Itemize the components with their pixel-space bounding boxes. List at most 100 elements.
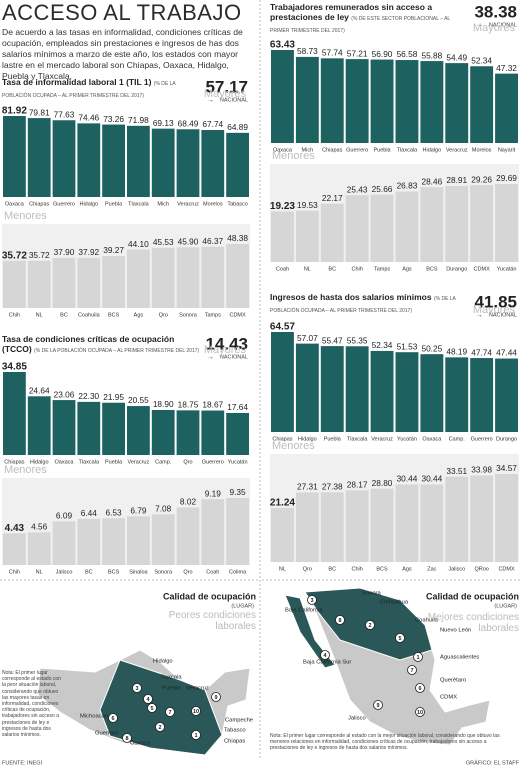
bar (495, 474, 518, 562)
national-value: 57.17 (205, 77, 248, 96)
category-label: Veracruz (446, 147, 468, 153)
bar (420, 187, 444, 262)
bar (127, 125, 150, 197)
category-label: CDMX (474, 266, 491, 272)
rank-badge (191, 730, 201, 740)
value-label: 19.23 (270, 201, 295, 212)
place-label: Puebla (162, 686, 181, 692)
rank-badge (132, 683, 142, 693)
rank-badge (122, 733, 132, 743)
category-label: BC (85, 569, 93, 575)
map-subtitle: (LUGAR) (231, 603, 254, 609)
value-label: 64.89 (227, 122, 248, 132)
category-label: Yucatán (228, 459, 248, 465)
rank-label: 9 (214, 695, 217, 701)
value-label: 8.02 (180, 497, 197, 507)
category-label: BCS (108, 312, 120, 318)
bar (176, 410, 200, 455)
category-label: Camp. (449, 436, 466, 442)
category-label: Qro (183, 459, 192, 465)
category-label: CDMX (229, 312, 246, 318)
value-label: 37.92 (78, 247, 99, 257)
bar (271, 211, 294, 262)
category-label: Chiapas (4, 459, 24, 465)
source: FUENTE: INEGI (2, 760, 43, 766)
category-label: Puebla (324, 436, 342, 442)
bar (176, 129, 200, 197)
value-label: 18.90 (153, 399, 174, 409)
category-label: Mich (157, 201, 169, 207)
category-label: Oaxaca (55, 459, 75, 465)
bar (320, 492, 344, 562)
chart-title: Tasa de informalidad laboral 1 (TIL 1) (… (2, 77, 202, 101)
bar (345, 195, 369, 262)
value-label: 28.17 (347, 479, 368, 489)
category-label: Yucatán (497, 266, 517, 272)
category-label: Jalisco (56, 569, 73, 575)
category-label: NL (36, 312, 43, 318)
bar (320, 203, 344, 262)
value-label: 64.57 (270, 322, 295, 333)
map-note: Nota: El primer lugar corresponde al est… (2, 670, 61, 739)
map-note: Nota: El primer lugar corresponde al est… (270, 733, 500, 752)
rank-label: 9 (376, 703, 379, 709)
bar (3, 372, 26, 455)
bar (495, 358, 518, 432)
place-label: Aguascalientes (440, 655, 479, 661)
rank-badge (335, 615, 345, 625)
value-label: 22.30 (78, 391, 99, 401)
bar (151, 128, 175, 197)
bar (395, 484, 419, 562)
category-label: Tabasco (227, 201, 248, 207)
bar (27, 260, 51, 308)
value-label: 46.37 (202, 236, 223, 246)
value-label: 57.21 (347, 48, 368, 58)
place-label: Michoacán (80, 714, 108, 720)
category-label: Chiapas (322, 147, 342, 153)
bar (271, 507, 294, 562)
bar (201, 499, 225, 565)
value-label: 55.47 (322, 335, 343, 345)
value-label: 55.35 (347, 335, 368, 345)
chart-subtitle: (% DE LA POBLACIÓN OCUPADA – AL PRIMER T… (270, 296, 456, 314)
rank-label: 7 (410, 668, 413, 674)
category-label: Oaxaca (273, 147, 293, 153)
category-label: Durango (496, 436, 517, 442)
category-label: Ags (402, 566, 412, 572)
bar (52, 257, 76, 308)
rank-badge (108, 713, 118, 723)
category-label: Tamps (374, 266, 390, 272)
bar (226, 498, 249, 565)
category-label: Ags (402, 266, 412, 272)
value-label: 6.44 (81, 508, 98, 518)
value-label: 51.53 (397, 341, 418, 351)
value-label: 54.49 (446, 52, 467, 62)
rank-label: 8 (125, 736, 128, 742)
value-label: 33.51 (446, 466, 467, 476)
category-label: Hidalgo (298, 436, 317, 442)
place-label: Querétaro (440, 678, 466, 684)
rank-badge (413, 652, 423, 662)
category-label: Colima (229, 569, 247, 575)
rank-label: 2 (368, 623, 371, 629)
value-label: 39.27 (103, 245, 124, 255)
category-label: Puebla (105, 201, 123, 207)
category-label: Guerrero (53, 201, 75, 207)
national-label: NACIONAL (489, 312, 517, 318)
place-label: Guerrero (95, 731, 118, 737)
value-label: 81.92 (2, 106, 27, 117)
value-label: 25.43 (347, 184, 368, 194)
bar (102, 518, 125, 565)
rank-label: 8 (338, 618, 341, 624)
rank-label: 2 (158, 725, 161, 731)
rank-label: 5 (398, 636, 401, 642)
value-label: 22.17 (322, 193, 343, 203)
bar (176, 507, 200, 565)
bar (370, 59, 394, 144)
category-label: Veracruz (128, 459, 150, 465)
bar (445, 63, 469, 143)
panel-label: Menores (4, 210, 47, 222)
value-label: 56.58 (397, 49, 418, 59)
category-label: Chiapas (29, 201, 49, 207)
chart-subtitle: (% DE LA POBLACIÓN OCUPADA – AL PRIMER T… (34, 348, 200, 354)
